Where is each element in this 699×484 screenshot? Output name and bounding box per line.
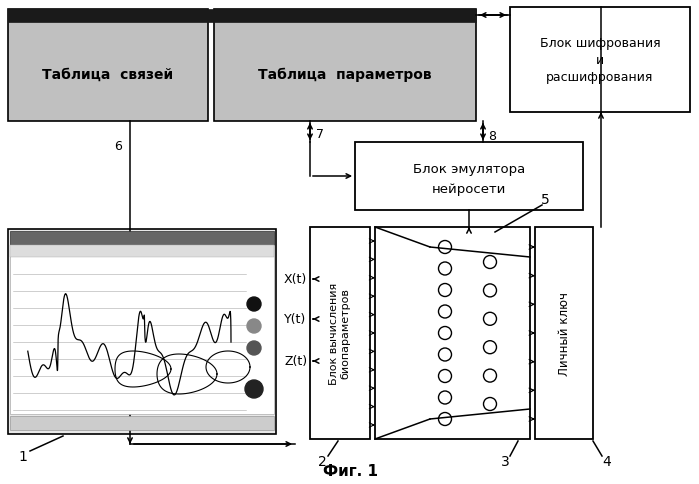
Text: 1: 1: [19, 449, 27, 463]
Bar: [10, 231, 274, 245]
Text: 5: 5: [540, 193, 549, 207]
Text: Личный ключ: Личный ключ: [558, 291, 570, 375]
Text: Блок вычисления
биопараметров: Блок вычисления биопараметров: [329, 282, 351, 384]
Text: Блок шифрования: Блок шифрования: [540, 36, 661, 49]
Text: 4: 4: [603, 454, 612, 468]
Circle shape: [247, 319, 261, 333]
Text: Таблица  параметров: Таблица параметров: [258, 68, 432, 82]
Text: 7: 7: [316, 127, 324, 140]
Text: 3: 3: [500, 454, 510, 468]
Bar: [375, 227, 530, 439]
Bar: [8, 229, 276, 434]
Text: X(t): X(t): [284, 273, 308, 286]
Text: Таблица  связей: Таблица связей: [43, 68, 173, 82]
Bar: [10, 245, 274, 414]
Bar: [214, 10, 476, 122]
Bar: [510, 8, 690, 113]
Bar: [10, 245, 274, 257]
Bar: [8, 10, 476, 23]
Text: расшифрования: расшифрования: [547, 70, 654, 83]
Bar: [355, 143, 583, 211]
Text: 8: 8: [488, 130, 496, 143]
Text: нейросети: нейросети: [432, 182, 506, 195]
Text: 2: 2: [317, 454, 326, 468]
Text: Z(t): Z(t): [284, 355, 307, 368]
Text: Фиг. 1: Фиг. 1: [322, 464, 377, 479]
Circle shape: [245, 380, 263, 398]
Text: Y(t): Y(t): [284, 313, 306, 326]
Text: Блок эмулятора: Блок эмулятора: [413, 163, 525, 176]
Text: 6: 6: [114, 140, 122, 153]
Circle shape: [247, 341, 261, 355]
Bar: [10, 416, 274, 430]
Circle shape: [247, 297, 261, 311]
Bar: [310, 227, 370, 439]
Text: и: и: [596, 53, 604, 66]
Bar: [535, 227, 593, 439]
Bar: [8, 10, 208, 122]
